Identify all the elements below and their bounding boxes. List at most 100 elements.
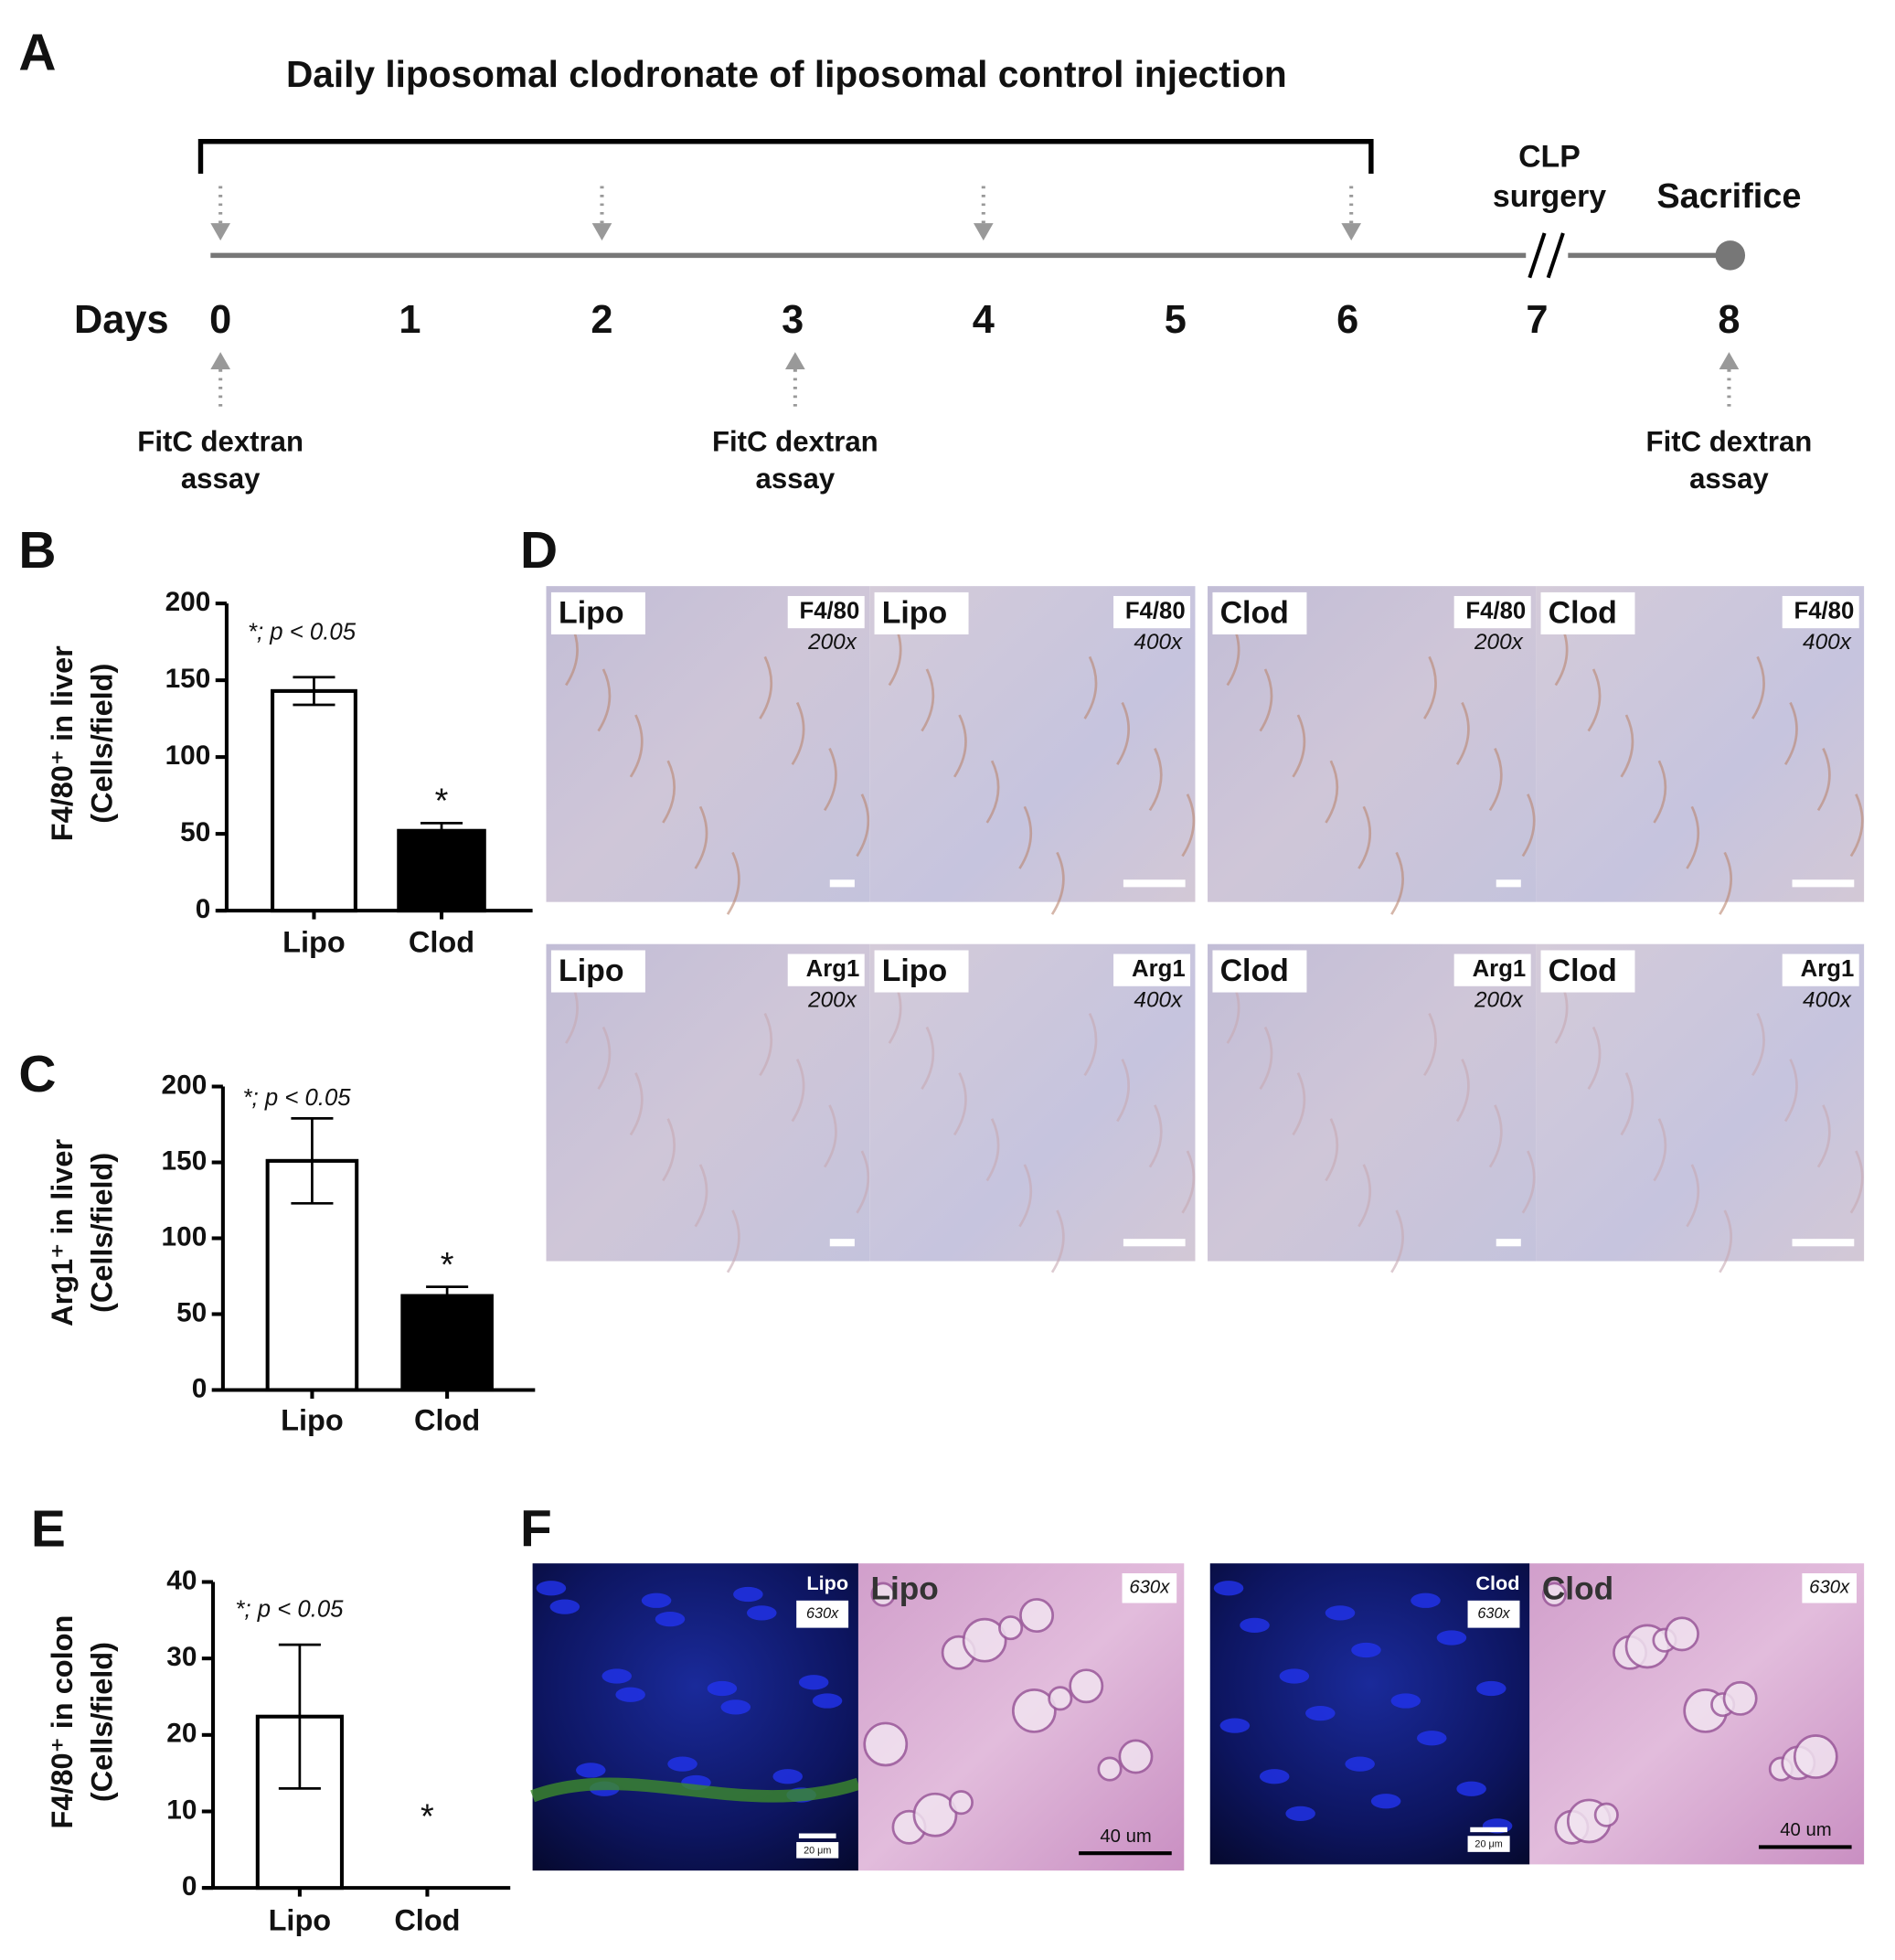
day-label: 4	[973, 298, 995, 342]
group-label: Clod	[1542, 1571, 1613, 1606]
scale-bar	[829, 879, 855, 888]
group-label-box	[874, 591, 969, 634]
stain-label-box	[1782, 595, 1859, 629]
stain-label: Arg1	[806, 956, 860, 982]
stain-label: F4/80	[799, 598, 859, 623]
tissue-vessel	[791, 701, 805, 765]
significance-mark: *	[421, 1797, 434, 1836]
x-tick-label: Lipo	[281, 1403, 344, 1436]
tissue-vessel	[1422, 1012, 1437, 1077]
tissue-vessel	[953, 714, 967, 778]
nucleus	[576, 1763, 606, 1778]
cell	[1048, 1686, 1073, 1711]
day-label: 2	[591, 298, 612, 342]
nucleus	[1436, 1630, 1467, 1646]
bar	[400, 1294, 494, 1392]
day-label: 8	[1718, 298, 1740, 342]
tissue-vessel	[823, 1104, 837, 1168]
assay-label: assay	[756, 463, 836, 495]
nucleus	[641, 1592, 672, 1608]
cell	[1541, 1582, 1567, 1607]
y-axis-label: F4/80⁺ in liver	[46, 645, 79, 841]
arrow-head	[1719, 352, 1740, 370]
nucleus	[1285, 1806, 1315, 1821]
magnification: 400x	[1803, 630, 1852, 655]
nucleus	[707, 1680, 738, 1697]
nucleus	[798, 1675, 829, 1690]
tissue-vessel	[1325, 1118, 1339, 1182]
magnification-box	[1467, 1600, 1520, 1628]
y-tick-label: 50	[180, 817, 210, 847]
stain-label-box	[1113, 595, 1191, 629]
magnification: 200x	[807, 987, 857, 1012]
cell	[870, 1582, 896, 1607]
tissue-vessel	[1719, 1209, 1733, 1273]
tissue-vessel	[1653, 1118, 1667, 1182]
tissue-vessel	[1751, 655, 1765, 719]
sacrifice-label: Sacrifice	[1656, 177, 1801, 216]
stain-label-box	[1113, 953, 1191, 986]
cell	[1118, 1739, 1154, 1774]
group-label-box	[550, 591, 645, 634]
tissue-vessel	[1018, 805, 1033, 869]
y-tick-label: 200	[165, 587, 211, 617]
annotation: *; p < 0.05	[248, 619, 357, 644]
tissue-vessel	[1083, 1012, 1098, 1077]
cell	[863, 1721, 909, 1767]
magnification: 630x	[1809, 1578, 1850, 1598]
scale-box	[1467, 1836, 1510, 1852]
assay-label: assay	[1689, 463, 1769, 495]
y-tick-label: 0	[196, 894, 211, 924]
nucleus	[536, 1581, 567, 1596]
y-tick-label: 50	[176, 1297, 207, 1327]
tissue-vessel	[1050, 1209, 1065, 1273]
cell	[1722, 1680, 1758, 1716]
tissue-vessel	[1620, 714, 1634, 778]
arrow-head	[785, 352, 805, 370]
tissue-vessel	[1181, 1150, 1196, 1214]
tissue-vessel	[985, 760, 1000, 824]
nucleus	[1213, 1581, 1244, 1596]
nucleus	[1279, 1668, 1310, 1684]
magnification: 630x	[1129, 1578, 1170, 1598]
group-label-box	[1212, 591, 1307, 634]
nucleus	[1390, 1693, 1421, 1709]
tissue-vessel	[1521, 794, 1536, 858]
day-label: 5	[1165, 298, 1187, 342]
nucleus	[1370, 1794, 1401, 1809]
nucleus	[1351, 1642, 1381, 1658]
scale-bar	[1792, 879, 1855, 888]
group-label-box	[1212, 950, 1307, 993]
tissue-vessel	[1521, 1150, 1536, 1214]
x-tick-label: Lipo	[269, 1904, 332, 1937]
stain-label: Arg1	[1801, 956, 1855, 982]
tissue-vessel	[1587, 1026, 1602, 1090]
day-label: 7	[1526, 298, 1548, 342]
panel-label: A	[18, 23, 56, 81]
scale-box	[796, 1842, 839, 1859]
nucleus	[1259, 1769, 1290, 1784]
group-label: Clod	[1549, 953, 1617, 988]
bar	[397, 828, 486, 913]
y-axis-label: (Cells/field)	[85, 664, 118, 824]
timeline-title: Daily liposomal clodronate of liposomal …	[286, 53, 1287, 95]
nucleus	[812, 1693, 843, 1709]
tissue-vessel	[856, 1150, 870, 1214]
tissue-vessel	[662, 760, 676, 824]
micrograph	[869, 943, 1196, 1262]
y-tick-label: 0	[182, 1871, 197, 1901]
nucleus	[1325, 1605, 1356, 1621]
micrograph	[1536, 586, 1865, 902]
nucleus	[1456, 1781, 1486, 1796]
tissue-vessel	[1422, 655, 1437, 719]
axis-break	[1546, 232, 1565, 279]
tissue-vessel	[791, 1059, 805, 1123]
tissue-vessel	[1719, 851, 1733, 915]
group-label: Clod	[1549, 595, 1617, 630]
scale-bar	[1470, 1827, 1507, 1833]
significance-mark: *	[435, 783, 449, 821]
assay-label: FitC dextran	[137, 426, 303, 458]
nucleus	[747, 1605, 777, 1621]
